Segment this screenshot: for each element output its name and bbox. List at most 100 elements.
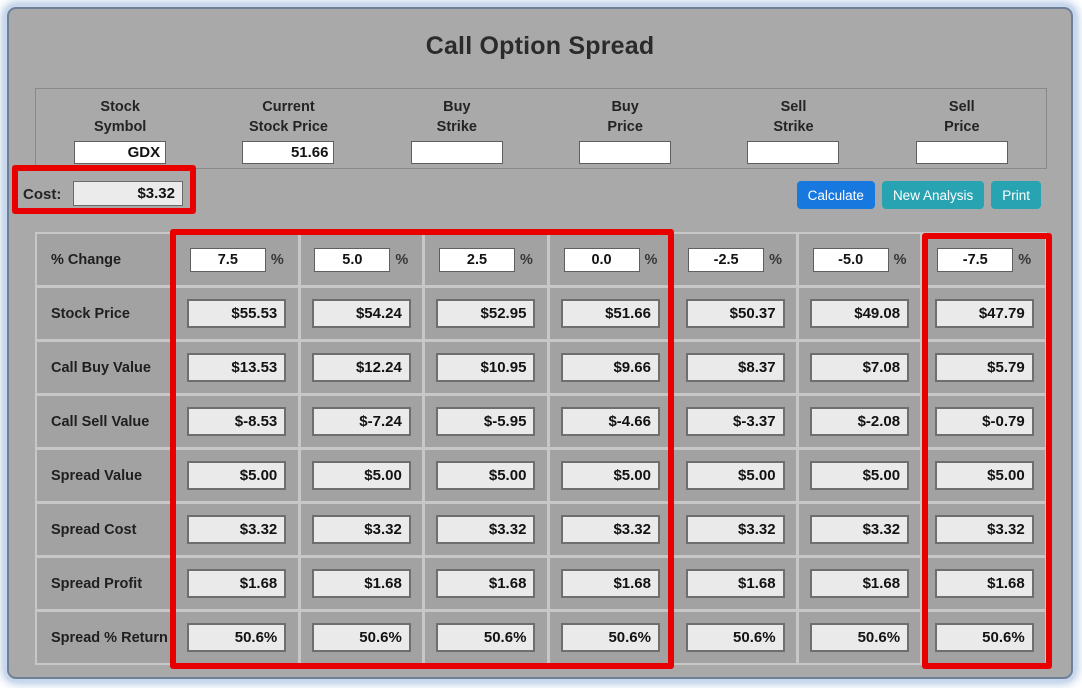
table-cell: $5.00 [176, 450, 298, 501]
row-label: Spread Value [37, 450, 173, 501]
value-field: $1.68 [560, 569, 660, 598]
percent-change-input[interactable] [688, 247, 765, 272]
new-analysis-button[interactable]: New Analysis [881, 181, 985, 209]
field-group-stock-symbol: Stock Symbol [36, 89, 204, 168]
print-button[interactable]: Print [991, 181, 1041, 209]
table-cell: $-5.95 [425, 396, 547, 447]
value-field: $-5.95 [436, 407, 536, 436]
value-field: $-0.79 [934, 407, 1034, 436]
table-cell: $-7.24 [300, 396, 423, 447]
table-cell: $13.53 [176, 342, 298, 393]
table-cell: $1.68 [300, 558, 423, 609]
table-cell: $-2.08 [798, 396, 921, 447]
table-cell: $3.32 [798, 504, 921, 555]
table-cell: % [300, 234, 423, 285]
row-label: Spread % Return [37, 612, 173, 663]
table-cell: $3.32 [549, 504, 672, 555]
current-stock-price-input[interactable] [242, 140, 335, 164]
value-field: $13.53 [187, 353, 287, 382]
table-cell: $12.24 [300, 342, 423, 393]
sell-price-label: Sell Price [944, 99, 980, 136]
table-cell: 50.6% [674, 612, 796, 663]
value-field: $5.00 [934, 461, 1034, 490]
percent-suffix-label: % [519, 251, 533, 268]
value-field: $3.32 [934, 515, 1034, 544]
value-field: $5.00 [311, 461, 411, 490]
row-label: % Change [37, 234, 173, 285]
cost-label: Cost: [23, 186, 62, 203]
table-cell: $7.08 [798, 342, 921, 393]
value-field: $10.95 [436, 353, 536, 382]
table-cell: $1.68 [923, 558, 1045, 609]
percent-change-input[interactable] [563, 247, 640, 272]
percent-change-input[interactable] [438, 247, 515, 272]
table-cell: $1.68 [425, 558, 547, 609]
value-field: $5.79 [934, 353, 1034, 382]
value-field: 50.6% [436, 623, 536, 652]
value-field: $50.37 [685, 299, 785, 328]
table-cell: 50.6% [549, 612, 672, 663]
results-table: % Change%%%%%%% Stock Price $55.53 $54.24 $5… [35, 232, 1047, 665]
table-cell: 50.6% [425, 612, 547, 663]
percent-change-input[interactable] [189, 247, 266, 272]
value-field: $3.32 [187, 515, 287, 544]
percent-change-input[interactable] [812, 247, 889, 272]
value-field: $5.00 [187, 461, 287, 490]
stock-symbol-label: Stock Symbol [93, 99, 147, 136]
table-cell: $-3.37 [674, 396, 796, 447]
percent-change-input[interactable] [937, 247, 1014, 272]
field-group-buy-strike: Buy Strike [373, 89, 541, 168]
value-field: $47.79 [934, 299, 1034, 328]
value-field: 50.6% [685, 623, 785, 652]
table-cell: $5.00 [798, 450, 921, 501]
value-field: 50.6% [560, 623, 660, 652]
buy-price-input[interactable] [579, 140, 672, 164]
table-cell: $5.00 [674, 450, 796, 501]
table-cell: $1.68 [798, 558, 921, 609]
table-cell: % [674, 234, 796, 285]
percent-change-input[interactable] [314, 247, 391, 272]
value-field: $5.00 [810, 461, 910, 490]
value-field: $1.68 [436, 569, 536, 598]
sell-strike-input[interactable] [747, 140, 840, 164]
percent-suffix-label: % [1018, 251, 1032, 268]
table-cell: $50.37 [674, 288, 796, 339]
table-cell: $1.68 [549, 558, 672, 609]
sell-strike-label: Sell Strike [773, 99, 814, 136]
button-row: Calculate New Analysis Print [796, 181, 1041, 209]
percent-suffix-label: % [893, 251, 907, 268]
value-field: $51.66 [560, 299, 660, 328]
table-cell: % [176, 234, 298, 285]
value-field: $9.66 [560, 353, 660, 382]
table-cell: $1.68 [674, 558, 796, 609]
table-cell: $5.00 [425, 450, 547, 501]
table-cell: $5.00 [923, 450, 1045, 501]
table-cell: % [923, 234, 1045, 285]
value-field: $-4.66 [560, 407, 660, 436]
value-field: $1.68 [810, 569, 910, 598]
table-cell: % [798, 234, 921, 285]
value-field: $3.32 [436, 515, 536, 544]
value-field: $-7.24 [311, 407, 411, 436]
table-cell: $3.32 [176, 504, 298, 555]
value-field: $49.08 [810, 299, 910, 328]
table-cell: $-0.79 [923, 396, 1045, 447]
table-cell: $51.66 [549, 288, 672, 339]
table-cell: $5.00 [549, 450, 672, 501]
value-field: $5.00 [560, 461, 660, 490]
calculate-button[interactable]: Calculate [796, 181, 875, 209]
table-cell: $54.24 [300, 288, 423, 339]
stock-symbol-input[interactable] [74, 140, 167, 164]
percent-suffix-label: % [270, 251, 284, 268]
sell-price-input[interactable] [915, 140, 1008, 164]
table-cell: $5.79 [923, 342, 1045, 393]
row-label: Call Sell Value [37, 396, 173, 447]
row-label: Spread Profit [37, 558, 173, 609]
page-title: Call Option Spread [425, 32, 655, 60]
value-field: $54.24 [311, 299, 411, 328]
buy-strike-input[interactable] [410, 140, 503, 164]
table-cell: $55.53 [176, 288, 298, 339]
